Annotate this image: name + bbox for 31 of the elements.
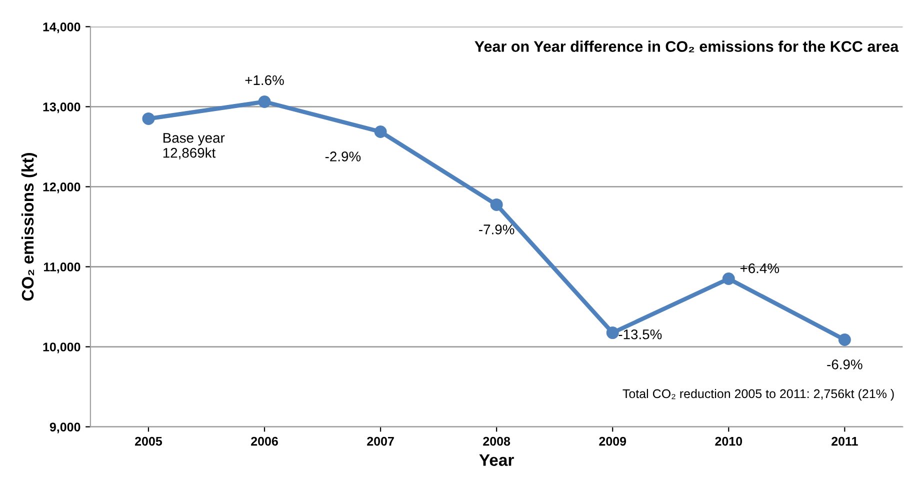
x-tick-label: 2011 — [832, 436, 858, 446]
y-tick-label: 10,000 — [43, 342, 80, 354]
x-tick-label: 2006 — [251, 436, 278, 446]
x-tick-label: 2007 — [367, 436, 394, 446]
annotation: -6.9% — [827, 360, 862, 370]
y-tick-label: 11,000 — [44, 262, 80, 274]
point — [374, 125, 387, 138]
point — [490, 198, 503, 211]
x-tick-label: 2010 — [715, 436, 742, 446]
point — [722, 272, 735, 286]
point — [606, 326, 619, 340]
annotation: Total CO₂ reduction 2005 to 2011: 2,756kt (21% ) — [622, 388, 894, 401]
annotation: -13.5% — [618, 329, 662, 340]
x-tick-label: 2005 — [135, 436, 162, 446]
annotation: +1.6% — [245, 75, 284, 86]
x-tick-label: 2009 — [599, 436, 626, 446]
annotation: -7.9% — [479, 224, 514, 234]
text: Year on Year difference in CO₂ emissions for the KCC area — [474, 40, 899, 52]
y-tick-label: 12,000 — [43, 182, 80, 194]
y-tick-label: 13,000 — [43, 102, 80, 114]
annotation: +6.4% — [740, 263, 780, 274]
y-tick-label: 14,000 — [43, 22, 80, 34]
point — [142, 112, 155, 125]
x-axis-title: Year — [479, 454, 514, 466]
y-axis-title: CO₂ emissions (kt) — [21, 153, 37, 301]
point — [838, 333, 851, 346]
point — [258, 95, 271, 108]
y-tick-label: 9,000 — [50, 422, 80, 434]
annotation: Base year 12,869kt — [163, 133, 225, 160]
annotation: -2.9% — [325, 152, 361, 162]
x-tick-label: 2008 — [483, 436, 510, 446]
